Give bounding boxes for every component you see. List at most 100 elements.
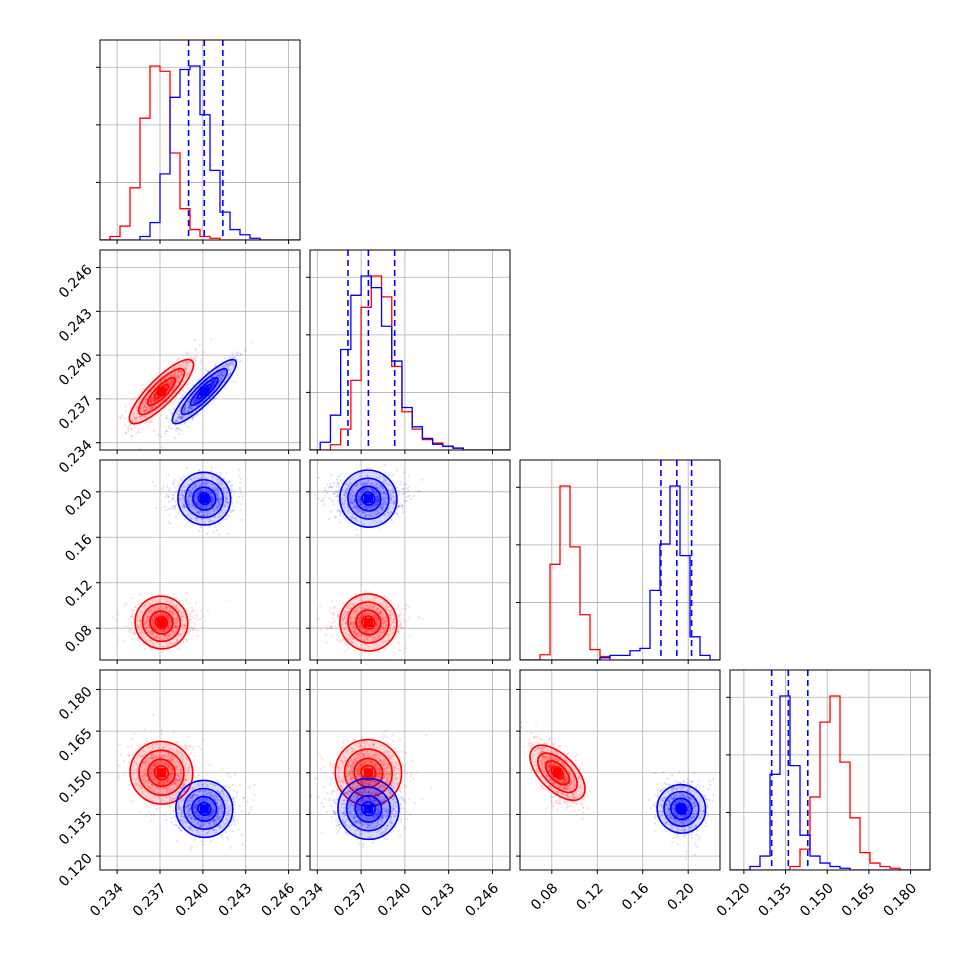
sample-point <box>405 482 408 486</box>
sample-point <box>195 496 198 499</box>
sample-point <box>232 509 235 512</box>
sample-point <box>164 634 167 637</box>
sample-point <box>200 472 203 476</box>
sample-point <box>173 625 176 629</box>
sample-point <box>167 616 170 619</box>
sample-point <box>138 619 142 622</box>
sample-point <box>176 426 179 429</box>
sample-point <box>157 452 159 454</box>
sample-point <box>330 612 333 615</box>
sample-point <box>230 359 233 363</box>
sample-point <box>212 483 215 486</box>
sample-point <box>200 484 203 487</box>
sample-point <box>144 422 147 425</box>
sample-point <box>216 472 219 475</box>
sample-point <box>357 617 361 620</box>
sample-point <box>177 608 180 611</box>
sample-point <box>187 406 190 410</box>
sample-point <box>192 610 195 613</box>
sample-point <box>148 421 151 424</box>
sample-point <box>147 409 150 413</box>
sample-point <box>375 616 378 619</box>
sample-point <box>187 499 190 502</box>
sample-point <box>188 499 191 502</box>
sample-point <box>302 475 304 477</box>
sample-point <box>389 618 392 622</box>
sample-point <box>210 376 213 379</box>
panel-2-1 <box>302 459 511 661</box>
sample-point <box>218 482 221 485</box>
sample-point <box>169 622 172 625</box>
sample-point <box>218 498 221 502</box>
sample-point <box>212 382 215 385</box>
sample-point <box>240 352 243 355</box>
sample-point <box>128 630 131 633</box>
sample-point <box>164 614 167 617</box>
sample-point <box>207 505 211 508</box>
sample-point <box>217 375 220 378</box>
sample-point <box>171 368 174 371</box>
sample-point <box>216 374 219 377</box>
sample-point <box>221 374 225 377</box>
sample-point <box>143 392 146 395</box>
sample-point <box>151 407 154 410</box>
sample-point <box>146 424 150 427</box>
sample-point <box>153 615 156 619</box>
sample-point <box>184 624 187 627</box>
sample-point <box>175 639 179 642</box>
sample-point <box>192 357 195 360</box>
sample-point <box>201 490 204 493</box>
sample-point <box>181 623 185 626</box>
sample-point <box>133 416 136 420</box>
sample-point <box>183 490 186 493</box>
sample-point <box>192 484 195 487</box>
sample-point <box>215 375 218 378</box>
sample-point <box>176 371 179 374</box>
sample-point <box>208 505 212 508</box>
sample-point <box>189 502 192 505</box>
sample-point <box>216 494 220 498</box>
sample-point <box>370 612 373 615</box>
sample-point <box>196 476 200 480</box>
sample-point <box>176 639 179 642</box>
sample-point <box>214 363 217 366</box>
sample-point <box>159 614 163 617</box>
sample-point <box>183 624 186 627</box>
sample-point <box>198 344 201 347</box>
sample-point <box>158 370 161 373</box>
sample-point <box>346 612 349 615</box>
sample-point <box>198 511 201 515</box>
histogram-series-1 <box>100 65 300 240</box>
sample-point <box>358 620 361 623</box>
sample-point <box>163 634 166 637</box>
sample-point <box>225 496 228 499</box>
sample-point <box>190 491 193 494</box>
sample-point <box>191 418 194 421</box>
sample-point <box>185 365 188 368</box>
sample-point <box>135 409 139 413</box>
sample-point <box>130 609 133 612</box>
sample-point <box>210 503 213 506</box>
sample-point <box>195 613 198 617</box>
sample-point <box>137 430 141 433</box>
sample-point <box>182 503 186 507</box>
sample-point <box>213 379 216 382</box>
sample-point <box>183 410 186 413</box>
sample-point <box>199 506 202 509</box>
sample-point <box>333 611 336 615</box>
sample-point <box>235 358 238 361</box>
sample-point <box>195 404 199 408</box>
sample-point <box>210 376 213 379</box>
sample-point <box>194 483 198 486</box>
sample-point <box>393 627 396 630</box>
sample-point <box>398 619 402 622</box>
sample-point <box>150 420 153 423</box>
sample-point <box>193 400 196 403</box>
sample-point <box>130 623 133 626</box>
sample-point <box>172 630 175 633</box>
sample-point <box>211 383 215 386</box>
sample-point <box>217 502 220 505</box>
sample-point <box>343 616 346 619</box>
sample-point <box>137 626 140 629</box>
sample-point <box>169 375 172 378</box>
